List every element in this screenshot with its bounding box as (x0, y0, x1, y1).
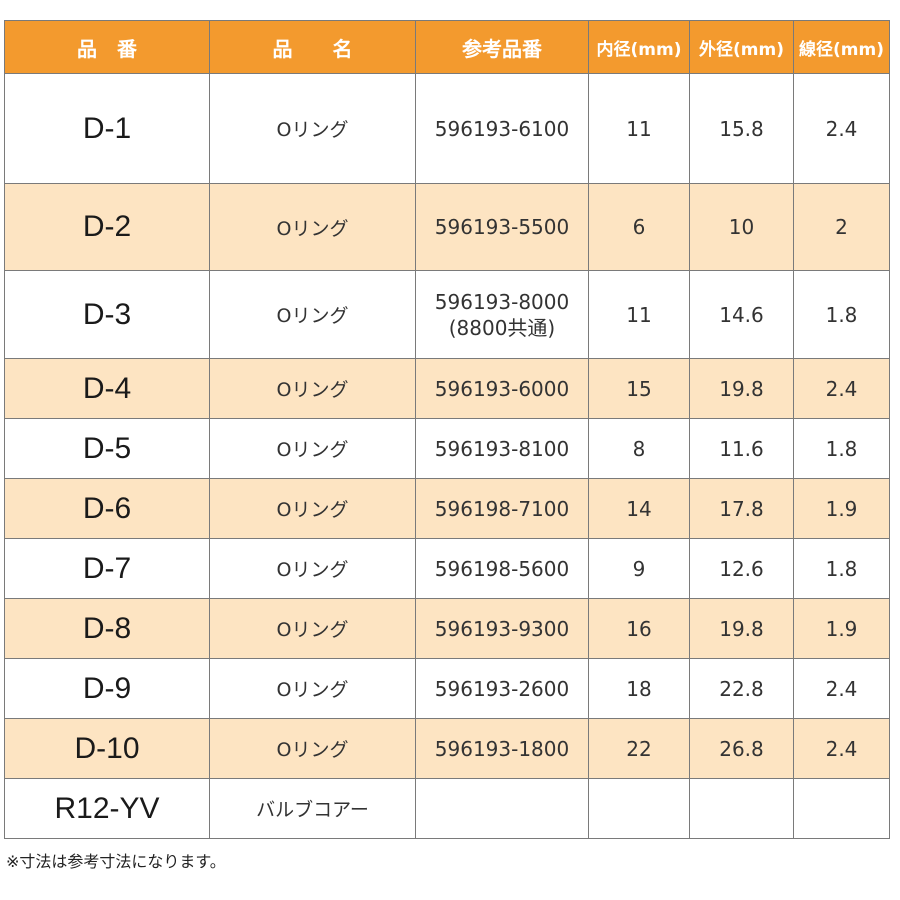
part-name-cell: Oリング (209, 658, 416, 719)
header-outer-diameter: 外径(mm) (689, 20, 794, 74)
outer-diameter-cell: 10 (689, 183, 794, 271)
table-row: D-2 Oリング 596193-5500 6 10 2 (4, 183, 890, 271)
wire-diameter-cell: 1.9 (793, 598, 890, 659)
reference-number: 596193-1800 (434, 736, 570, 761)
table-row: D-4 Oリング 596193-6000 15 19.8 2.4 (4, 358, 890, 419)
outer-diameter-cell: 15.8 (689, 73, 794, 184)
wire-diameter-cell: 1.8 (793, 538, 890, 599)
reference-number-cell: 596193-6100 (415, 73, 589, 184)
part-number-cell: D-4 (4, 358, 210, 419)
outer-diameter-cell (689, 778, 794, 839)
part-name-cell: Oリング (209, 270, 416, 359)
part-name-cell: バルブコアー (209, 778, 416, 839)
table-row: D-1 Oリング 596193-6100 11 15.8 2.4 (4, 73, 890, 184)
reference-number-cell: 596198-5600 (415, 538, 589, 599)
table-row: D-6 Oリング 596198-7100 14 17.8 1.9 (4, 478, 890, 539)
inner-diameter-cell: 6 (588, 183, 690, 271)
inner-diameter-cell: 14 (588, 478, 690, 539)
parts-table: 品 番 品 名 参考品番 内径(mm) 外径(mm) 線径(mm) D-1 Oリン… (4, 20, 890, 839)
wire-diameter-cell: 2.4 (793, 718, 890, 779)
header-reference-number: 参考品番 (415, 20, 589, 74)
header-part-number: 品 番 (4, 20, 210, 74)
part-number-cell: R12-YV (4, 778, 210, 839)
part-number-cell: D-8 (4, 598, 210, 659)
outer-diameter-cell: 17.8 (689, 478, 794, 539)
wire-diameter-cell: 2.4 (793, 73, 890, 184)
part-name-cell: Oリング (209, 358, 416, 419)
reference-number-cell: 596193-5500 (415, 183, 589, 271)
wire-diameter-cell: 1.8 (793, 418, 890, 479)
wire-diameter-cell (793, 778, 890, 839)
outer-diameter-cell: 19.8 (689, 358, 794, 419)
table-row: D-7 Oリング 596198-5600 9 12.6 1.8 (4, 538, 890, 599)
outer-diameter-cell: 19.8 (689, 598, 794, 659)
reference-number: 596193-2600 (434, 676, 570, 701)
inner-diameter-cell: 15 (588, 358, 690, 419)
outer-diameter-cell: 11.6 (689, 418, 794, 479)
part-name-cell: Oリング (209, 73, 416, 184)
inner-diameter-cell: 11 (588, 73, 690, 184)
outer-diameter-cell: 14.6 (689, 270, 794, 359)
part-name-cell: Oリング (209, 718, 416, 779)
reference-number: 596193-8100 (434, 436, 570, 461)
reference-note: (8800共通) (448, 315, 556, 340)
inner-diameter-cell: 9 (588, 538, 690, 599)
wire-diameter-cell: 1.9 (793, 478, 890, 539)
part-number-cell: D-5 (4, 418, 210, 479)
reference-number-cell: 596193-2600 (415, 658, 589, 719)
inner-diameter-cell: 16 (588, 598, 690, 659)
part-number-cell: D-9 (4, 658, 210, 719)
wire-diameter-cell: 1.8 (793, 270, 890, 359)
table-row: R12-YV バルブコアー (4, 778, 890, 839)
reference-number-cell: 596193-6000 (415, 358, 589, 419)
table-header-row: 品 番 品 名 参考品番 内径(mm) 外径(mm) 線径(mm) (4, 20, 890, 74)
part-number-cell: D-6 (4, 478, 210, 539)
header-inner-diameter: 内径(mm) (588, 20, 690, 74)
inner-diameter-cell: 18 (588, 658, 690, 719)
wire-diameter-cell: 2.4 (793, 658, 890, 719)
table-row: D-10 Oリング 596193-1800 22 26.8 2.4 (4, 718, 890, 779)
part-name-cell: Oリング (209, 538, 416, 599)
reference-number-cell: 596198-7100 (415, 478, 589, 539)
part-number-cell: D-1 (4, 73, 210, 184)
inner-diameter-cell (588, 778, 690, 839)
table-row: D-8 Oリング 596193-9300 16 19.8 1.9 (4, 598, 890, 659)
wire-diameter-cell: 2.4 (793, 358, 890, 419)
header-part-name: 品 名 (209, 20, 416, 74)
part-number-cell: D-10 (4, 718, 210, 779)
part-name-cell: Oリング (209, 418, 416, 479)
reference-number: 596193-6100 (434, 116, 570, 141)
reference-number-cell: 596193-8000 (8800共通) (415, 270, 589, 359)
outer-diameter-cell: 12.6 (689, 538, 794, 599)
reference-number: 596193-5500 (434, 215, 570, 239)
reference-number-cell: 596193-1800 (415, 718, 589, 779)
part-name-cell: Oリング (209, 183, 416, 271)
header-wire-diameter: 線径(mm) (793, 20, 890, 74)
outer-diameter-cell: 26.8 (689, 718, 794, 779)
inner-diameter-cell: 22 (588, 718, 690, 779)
table-row: D-9 Oリング 596193-2600 18 22.8 2.4 (4, 658, 890, 719)
reference-number: 596198-7100 (434, 496, 570, 521)
part-number-cell: D-2 (4, 183, 210, 271)
inner-diameter-cell: 11 (588, 270, 690, 359)
reference-number: 596193-6000 (434, 376, 570, 401)
inner-diameter-cell: 8 (588, 418, 690, 479)
part-name-cell: Oリング (209, 478, 416, 539)
table-row: D-3 Oリング 596193-8000 (8800共通) 11 14.6 1.8 (4, 270, 890, 359)
reference-number-cell: 596193-9300 (415, 598, 589, 659)
reference-number: 596193-8000 (434, 289, 570, 314)
footnote: ※寸法は参考寸法になります。 (6, 852, 226, 871)
reference-number: 596193-9300 (434, 616, 570, 641)
part-number-cell: D-3 (4, 270, 210, 359)
reference-number-cell (415, 778, 589, 839)
table-row: D-5 Oリング 596193-8100 8 11.6 1.8 (4, 418, 890, 479)
part-name-cell: Oリング (209, 598, 416, 659)
part-number-cell: D-7 (4, 538, 210, 599)
reference-number: 596198-5600 (434, 556, 570, 581)
outer-diameter-cell: 22.8 (689, 658, 794, 719)
wire-diameter-cell: 2 (793, 183, 890, 271)
reference-number-cell: 596193-8100 (415, 418, 589, 479)
